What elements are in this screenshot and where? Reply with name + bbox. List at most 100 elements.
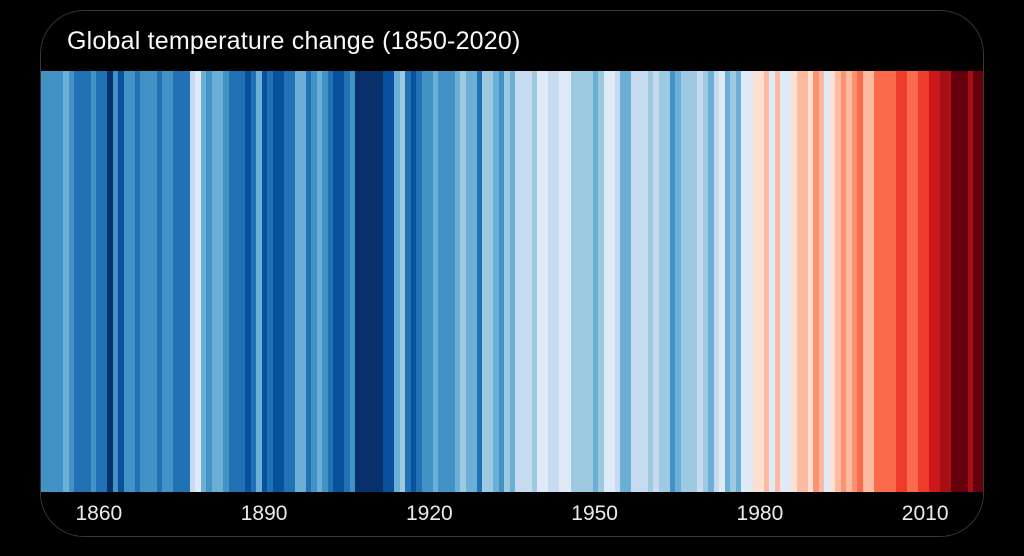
stripe-1934: [504, 71, 510, 492]
warming-stripes-card: Global temperature change (1850-2020) 18…: [40, 10, 984, 537]
stripe-1922: [438, 71, 444, 492]
stripe-1940: [537, 71, 543, 492]
stripe-1973: [719, 71, 725, 492]
stripe-2002: [879, 71, 885, 492]
stripe-1892: [272, 71, 279, 492]
stripe-1981: [763, 71, 770, 492]
stripe-1895: [289, 71, 295, 492]
stripe-1887: [245, 71, 251, 492]
stripe-1877: [189, 71, 196, 492]
stripe-1904: [338, 71, 345, 492]
stripe-1949: [587, 71, 593, 492]
stripe-1897: [300, 71, 306, 492]
stripe-1893: [278, 71, 284, 492]
stripe-1858: [85, 71, 91, 492]
stripe-1945: [564, 71, 571, 492]
stripe-1886: [239, 71, 246, 492]
stripe-1915: [399, 71, 406, 492]
stripe-2017: [962, 71, 968, 492]
stripe-1951: [598, 71, 604, 492]
stripe-1876: [184, 71, 190, 492]
stripe-1918: [416, 71, 422, 492]
x-tick-2010: 2010: [901, 502, 949, 525]
x-tick-1890: 1890: [240, 502, 288, 525]
stripe-1988: [802, 71, 808, 492]
stripe-1902: [327, 71, 334, 492]
stripe-1936: [515, 71, 521, 492]
stripe-1852: [52, 71, 58, 492]
stripe-1905: [344, 71, 350, 492]
stripe-1975: [730, 71, 736, 492]
stripe-1999: [862, 71, 869, 492]
stripe-1977: [741, 71, 747, 492]
stripe-1978: [747, 71, 753, 492]
stripe-1991: [818, 71, 825, 492]
stripe-1987: [796, 71, 803, 492]
stripe-1883: [223, 71, 229, 492]
stripe-1865: [123, 71, 130, 492]
stripe-1863: [112, 71, 119, 492]
stripe-1851: [46, 71, 53, 492]
stripe-1954: [614, 71, 621, 492]
stripe-1867: [134, 71, 141, 492]
stripe-1882: [217, 71, 224, 492]
stripe-1860: [96, 71, 102, 492]
x-axis: 1860 1890 1920 1950 1980 2010: [41, 492, 983, 536]
stripe-1995: [840, 71, 847, 492]
stripe-1985: [785, 71, 792, 492]
stripe-1903: [333, 71, 339, 492]
stripe-1961: [653, 71, 659, 492]
stripe-2015: [951, 71, 957, 492]
stripe-2020: [978, 71, 983, 492]
stripe-1958: [636, 71, 643, 492]
x-tick-1950: 1950: [571, 502, 618, 525]
stripe-1968: [691, 71, 698, 492]
stripe-1866: [129, 71, 135, 492]
stripe-2003: [884, 71, 891, 492]
stripe-1963: [664, 71, 670, 492]
stripe-1862: [107, 71, 113, 492]
stripe-1916: [405, 71, 411, 492]
stripe-2001: [873, 71, 880, 492]
stripe-1899: [311, 71, 317, 492]
stripe-1868: [140, 71, 146, 492]
stripe-1888: [250, 71, 257, 492]
stripe-2014: [945, 71, 952, 492]
stripe-1861: [101, 71, 108, 492]
stripe-1914: [394, 71, 400, 492]
stripe-1919: [421, 71, 428, 492]
stripe-1970: [702, 71, 709, 492]
stripe-1925: [454, 71, 461, 492]
stripe-1923: [443, 71, 450, 492]
stripe-1870: [151, 71, 157, 492]
stripe-1986: [791, 71, 797, 492]
stripe-1972: [713, 71, 720, 492]
stripe-1869: [145, 71, 152, 492]
stripe-1894: [283, 71, 290, 492]
stripe-1898: [305, 71, 312, 492]
stripe-1979: [752, 71, 759, 492]
stripe-2000: [868, 71, 874, 492]
stripe-1927: [465, 71, 472, 492]
stripe-1859: [90, 71, 97, 492]
stripe-2007: [906, 71, 913, 492]
stripe-1980: [758, 71, 764, 492]
stripe-1937: [520, 71, 527, 492]
stripe-1913: [388, 71, 394, 492]
stripe-2005: [895, 71, 902, 492]
stripe-1965: [675, 71, 681, 492]
stripe-1908: [360, 71, 367, 492]
stripe-1906: [349, 71, 356, 492]
stripe-1950: [592, 71, 599, 492]
stripe-1864: [118, 71, 124, 492]
stripe-1938: [526, 71, 532, 492]
stripe-2018: [967, 71, 974, 492]
stripe-1875: [178, 71, 185, 492]
stripe-1998: [857, 71, 863, 492]
stripe-1878: [195, 71, 201, 492]
stripe-1891: [267, 71, 273, 492]
stripe-1932: [493, 71, 499, 492]
stripe-1992: [824, 71, 830, 492]
stripe-1960: [647, 71, 654, 492]
stripe-2019: [973, 71, 979, 492]
